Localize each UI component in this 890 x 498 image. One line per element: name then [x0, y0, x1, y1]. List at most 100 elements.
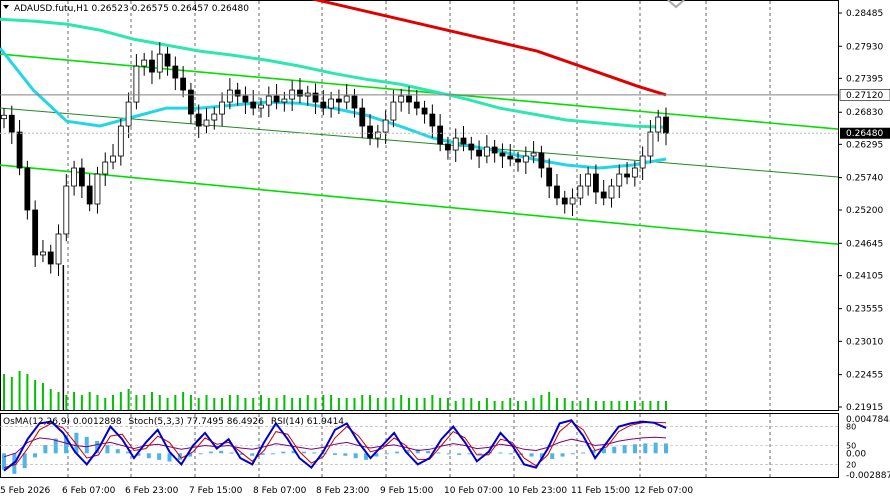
candle-body	[195, 113, 202, 127]
candle-body	[569, 197, 576, 205]
osma-bar	[208, 451, 213, 454]
candle-body	[117, 125, 124, 157]
candle-body	[507, 155, 514, 160]
current-price-tag: 0.26480	[840, 127, 890, 139]
stoch-level-label: 80	[846, 423, 856, 432]
osma-bar	[374, 453, 379, 457]
candles	[1, 42, 669, 276]
price-tick-label: 0.26830	[846, 108, 883, 118]
osma-header: OsMA(12,26,9) 0.0012898	[3, 417, 122, 427]
price-tick-label: 0.27395	[846, 74, 883, 84]
candle-body	[631, 167, 638, 178]
osma-bar	[270, 453, 275, 455]
osma-bar	[560, 453, 565, 457]
osma-bar	[622, 445, 627, 454]
osma-bar	[188, 453, 193, 457]
candle-body	[40, 251, 46, 256]
candle-body	[32, 209, 39, 256]
candle-body	[398, 95, 405, 103]
osma-bar	[395, 451, 400, 454]
candle-body	[406, 95, 412, 103]
candle-body	[24, 167, 31, 211]
candle-body	[616, 173, 623, 187]
osma-bar	[33, 453, 38, 458]
trend-channel[interactable]	[0, 53, 839, 245]
time-tick-label: 10 Feb 23:00	[508, 486, 567, 496]
candle-body	[149, 59, 155, 73]
channel-line	[0, 164, 839, 245]
main-chart-frame	[0, 0, 839, 411]
candle-body	[211, 113, 218, 121]
candle-body	[172, 65, 179, 79]
indicator-tick-label: 0.00	[846, 449, 866, 459]
candle-body	[639, 155, 646, 169]
osma-bar	[260, 453, 265, 455]
osma-bar	[157, 453, 162, 460]
time-tick-label: 12 Feb 07:00	[634, 486, 693, 496]
candle-body	[390, 101, 397, 121]
osma-bar	[229, 452, 234, 454]
osma-bar	[653, 442, 658, 454]
candle-body	[273, 95, 280, 103]
osma-bar	[105, 445, 110, 454]
osma-bar	[84, 436, 89, 454]
osma-bar	[167, 453, 172, 462]
candle-body	[1, 114, 7, 120]
osma-bar	[612, 446, 617, 454]
osma-bar	[239, 453, 244, 455]
candle-body	[663, 116, 669, 134]
indicator-tick-label: 0.0047845	[846, 415, 890, 425]
price-tick-label: 0.24645	[846, 239, 883, 249]
candle-body	[8, 114, 15, 133]
time-tick-label: 8 Feb 23:00	[316, 486, 370, 496]
osma-bar	[529, 453, 534, 457]
candle-body	[593, 173, 599, 193]
moving-average-line	[0, 17, 667, 129]
osma-bar	[550, 453, 555, 460]
candle-body	[86, 185, 93, 205]
time-tick-label: 6 Feb 23:00	[125, 486, 179, 496]
osma-bar	[591, 450, 596, 454]
candle-body	[546, 167, 553, 187]
current-price-label: 0.26480	[846, 129, 883, 139]
osma-bar	[95, 440, 100, 454]
time-tick-label: 6 Feb 07:00	[62, 486, 116, 496]
candle-body	[328, 98, 335, 109]
candle-body	[561, 197, 568, 205]
channel-line	[0, 53, 839, 130]
candle-body	[515, 158, 521, 163]
chevron-down-icon[interactable]	[667, 0, 685, 9]
candle-body	[554, 185, 560, 199]
osma-bar	[219, 450, 224, 454]
time-tick-label: 9 Feb 15:00	[380, 486, 434, 496]
price-tick-label: 0.22455	[846, 371, 883, 381]
price-tick-label: 0.23555	[846, 305, 883, 315]
candle-body	[538, 152, 545, 169]
collapse-triangle-icon[interactable]	[3, 5, 9, 9]
candle-body	[47, 251, 54, 265]
candle-body	[460, 137, 467, 145]
candle-body	[78, 167, 85, 187]
osma-bar	[405, 450, 410, 454]
osma-bar	[632, 444, 637, 454]
candle-body	[445, 143, 451, 151]
osma-bar	[301, 451, 306, 454]
osma-bar	[53, 438, 58, 454]
candle-body	[382, 119, 389, 133]
osma-bar	[426, 450, 431, 454]
rsi-header: RSI(14) 61.9414	[271, 417, 344, 427]
indicator-axis: 0.0047845 0.00 -0.0028875 80 50 20	[846, 415, 890, 481]
candle-body	[359, 107, 366, 127]
osma-bar	[415, 449, 420, 454]
candle-body	[429, 113, 436, 127]
osma-bar	[250, 453, 255, 456]
osma-bar	[384, 453, 389, 455]
channel-line	[0, 107, 839, 178]
stoch-header: Stoch(5,3,3) 77.7495 86.4926	[128, 417, 264, 427]
candle-body	[367, 125, 373, 139]
candle-body	[499, 152, 506, 157]
time-tick-label: 8 Feb 07:00	[253, 486, 307, 496]
osma-bar	[2, 453, 6, 470]
osma-bar	[126, 451, 131, 454]
